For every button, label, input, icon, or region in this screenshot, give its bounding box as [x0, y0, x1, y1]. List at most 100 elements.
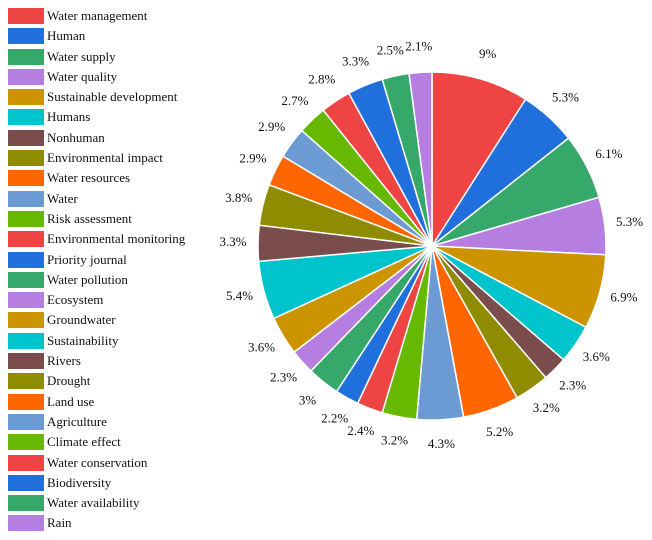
legend-swatch [8, 495, 44, 512]
legend-label: Priority journal [47, 251, 127, 267]
legend-swatch [8, 271, 44, 288]
legend-item: Water resources [8, 168, 213, 188]
legend-item: Rivers [8, 351, 213, 371]
legend-label: Climate effect [47, 434, 121, 450]
legend-swatch [8, 8, 44, 24]
legend-item: Water supply [8, 47, 213, 67]
pie-slices [257, 71, 607, 421]
slice-value-label: 5.3% [552, 89, 579, 104]
slice-value-label: 2.1% [405, 38, 432, 53]
legend-label: Drought [47, 373, 91, 389]
legend-swatch [8, 373, 44, 390]
legend-swatch [8, 150, 44, 167]
pie-slice [431, 71, 527, 249]
legend-item: Rain [8, 513, 213, 533]
legend-item: Agriculture [8, 412, 213, 432]
legend-label: Human [47, 28, 86, 44]
legend-label: Water conservation [47, 454, 148, 470]
slice-value-label: 2.5% [377, 42, 404, 57]
legend-swatch [8, 312, 44, 329]
slice-value-label: 2.7% [281, 93, 308, 108]
legend-swatch [8, 89, 44, 106]
slice-value-label: 5.2% [486, 424, 513, 439]
legend-label: Water management [47, 8, 148, 23]
legend-item: Drought [8, 371, 213, 391]
legend-label: Environmental impact [47, 150, 163, 166]
legend-swatch [8, 251, 44, 268]
legend-label: Water quality [47, 68, 118, 84]
legend-item: Land use [8, 392, 213, 412]
slice-value-label: 3.6% [248, 340, 275, 355]
slice-value-label: 3.3% [342, 53, 369, 68]
legend-item: Water availability [8, 493, 213, 513]
legend-swatch [8, 393, 44, 410]
slice-value-label: 2.3% [559, 378, 586, 393]
legend-item: Biodiversity [8, 473, 213, 493]
legend-label: Humans [47, 109, 91, 125]
legend-swatch [8, 129, 44, 146]
legend-item: Water conservation [8, 453, 213, 473]
legend-swatch [8, 68, 44, 85]
legend-label: Sustainability [47, 332, 119, 348]
slice-value-label: 2.4% [347, 423, 374, 438]
slice-value-label: 6.1% [595, 146, 622, 161]
legend-label: Land use [47, 393, 95, 409]
slice-value-label: 2.8% [308, 71, 335, 86]
chart-legend: Water management Human Water supply Water q… [8, 6, 213, 534]
legend-item: Environmental monitoring [8, 229, 213, 249]
legend-item: Sustainable development [8, 87, 213, 107]
pie-labels: 9% 5.3% 6.1% 5.3% 6.9% 3.6% 2.3% 3.2% 5.2% 4.3% 3.… [219, 38, 643, 450]
legend-label: Water [47, 190, 78, 206]
legend-swatch [8, 190, 44, 207]
legend-label: Environmental monitoring [47, 231, 186, 247]
slice-value-label: 3.3% [219, 234, 246, 249]
legend-item: Water management [8, 6, 213, 26]
legend-swatch [8, 28, 44, 45]
slice-value-label: 5.4% [226, 288, 253, 303]
legend-swatch [8, 292, 44, 309]
legend-swatch [8, 413, 44, 430]
slice-value-label: 3% [299, 392, 317, 407]
legend-item: Water [8, 189, 213, 209]
legend-item: Humans [8, 107, 213, 127]
legend-item: Sustainability [8, 331, 213, 351]
legend-item: Ecosystem [8, 290, 213, 310]
legend-label: Water supply [47, 48, 116, 64]
legend-label: Rain [47, 515, 72, 531]
legend-item: Water quality [8, 67, 213, 87]
legend-label: Groundwater [47, 312, 116, 328]
slice-value-label: 2.2% [321, 411, 348, 426]
legend-label: Water availability [47, 495, 140, 511]
legend-label: Risk assessment [47, 210, 132, 226]
legend-item: Environmental impact [8, 148, 213, 168]
legend-swatch [8, 231, 44, 248]
slice-value-label: 6.9% [610, 290, 637, 305]
legend-item: Risk assessment [8, 209, 213, 229]
slice-value-label: 3.2% [381, 432, 408, 447]
legend-item: Nonhuman [8, 128, 213, 148]
legend-swatch [8, 474, 44, 491]
slice-value-label: 2.3% [270, 369, 297, 384]
legend-swatch [8, 170, 44, 187]
legend-swatch [8, 454, 44, 471]
legend-label: Biodiversity [47, 474, 112, 490]
legend-label: Rivers [47, 353, 81, 369]
legend-label: Water resources [47, 170, 131, 186]
slice-value-label: 2.9% [258, 119, 285, 134]
slice-value-label: 3.2% [533, 400, 560, 415]
legend-label: Nonhuman [47, 129, 105, 145]
slice-value-label: 5.3% [616, 214, 643, 229]
legend-swatch [8, 332, 44, 349]
legend-item: Priority journal [8, 250, 213, 270]
legend-swatch [8, 48, 44, 65]
legend-swatch [8, 515, 44, 532]
legend-swatch [8, 210, 44, 227]
slice-value-label: 3.6% [583, 349, 610, 364]
legend-label: Ecosystem [47, 292, 104, 308]
legend-item: Groundwater [8, 310, 213, 330]
legend-item: Water pollution [8, 270, 213, 290]
slice-value-label: 2.9% [239, 150, 266, 165]
slice-value-label: 3.8% [225, 190, 252, 205]
legend-swatch [8, 353, 44, 370]
